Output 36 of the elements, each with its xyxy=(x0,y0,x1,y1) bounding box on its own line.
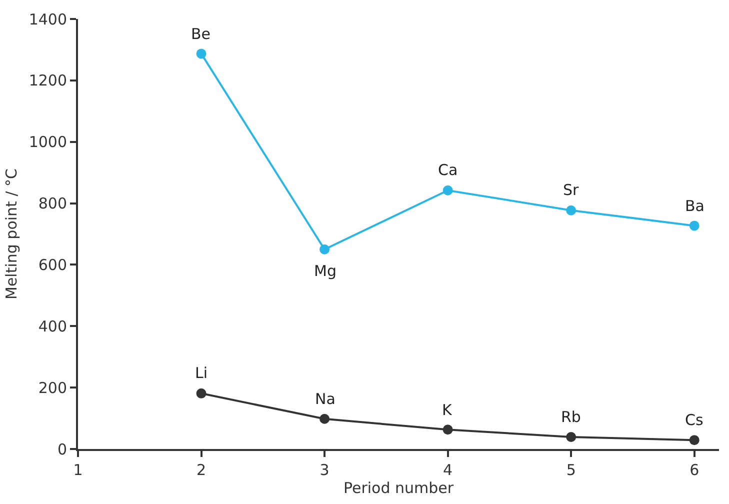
x-axis-title: Period number xyxy=(343,479,454,497)
y-tick-label: 200 xyxy=(38,378,67,397)
annotation: Mg xyxy=(314,262,336,280)
point xyxy=(320,414,330,424)
annotation: Na xyxy=(315,390,336,408)
point xyxy=(196,388,206,398)
annotation: Be xyxy=(191,25,211,43)
annotation: Cs xyxy=(685,411,704,429)
point xyxy=(442,185,453,196)
annotation: Ca xyxy=(438,161,458,179)
point xyxy=(196,48,206,59)
y-tick-label: 600 xyxy=(38,256,67,274)
point xyxy=(566,205,576,216)
point xyxy=(566,432,576,442)
y-tick-label: 0 xyxy=(57,440,67,458)
point xyxy=(442,424,453,435)
annotation: Rb xyxy=(561,408,581,426)
point xyxy=(320,244,330,254)
x-tick-label: 2 xyxy=(196,461,206,479)
y-tick-label: 1400 xyxy=(28,10,67,28)
y-tick-label: 1000 xyxy=(28,133,67,152)
annotation: K xyxy=(442,401,453,419)
y-axis-title: Melting point / °C xyxy=(2,168,21,300)
x-tick-label: 3 xyxy=(320,461,330,479)
x-tick-label: 1 xyxy=(73,461,83,479)
point xyxy=(689,435,700,446)
x-tick-label: 6 xyxy=(690,461,700,479)
y-tick-label: 400 xyxy=(38,317,67,336)
y-tick-label: 1200 xyxy=(28,72,67,90)
point xyxy=(689,220,700,231)
x-tick-label: 5 xyxy=(566,461,576,479)
annotation: Ba xyxy=(685,197,704,215)
y-tick-label: 800 xyxy=(38,194,67,213)
annotation: Sr xyxy=(563,181,580,199)
annotation: Li xyxy=(195,364,208,382)
x-tick-label: 4 xyxy=(443,461,453,479)
